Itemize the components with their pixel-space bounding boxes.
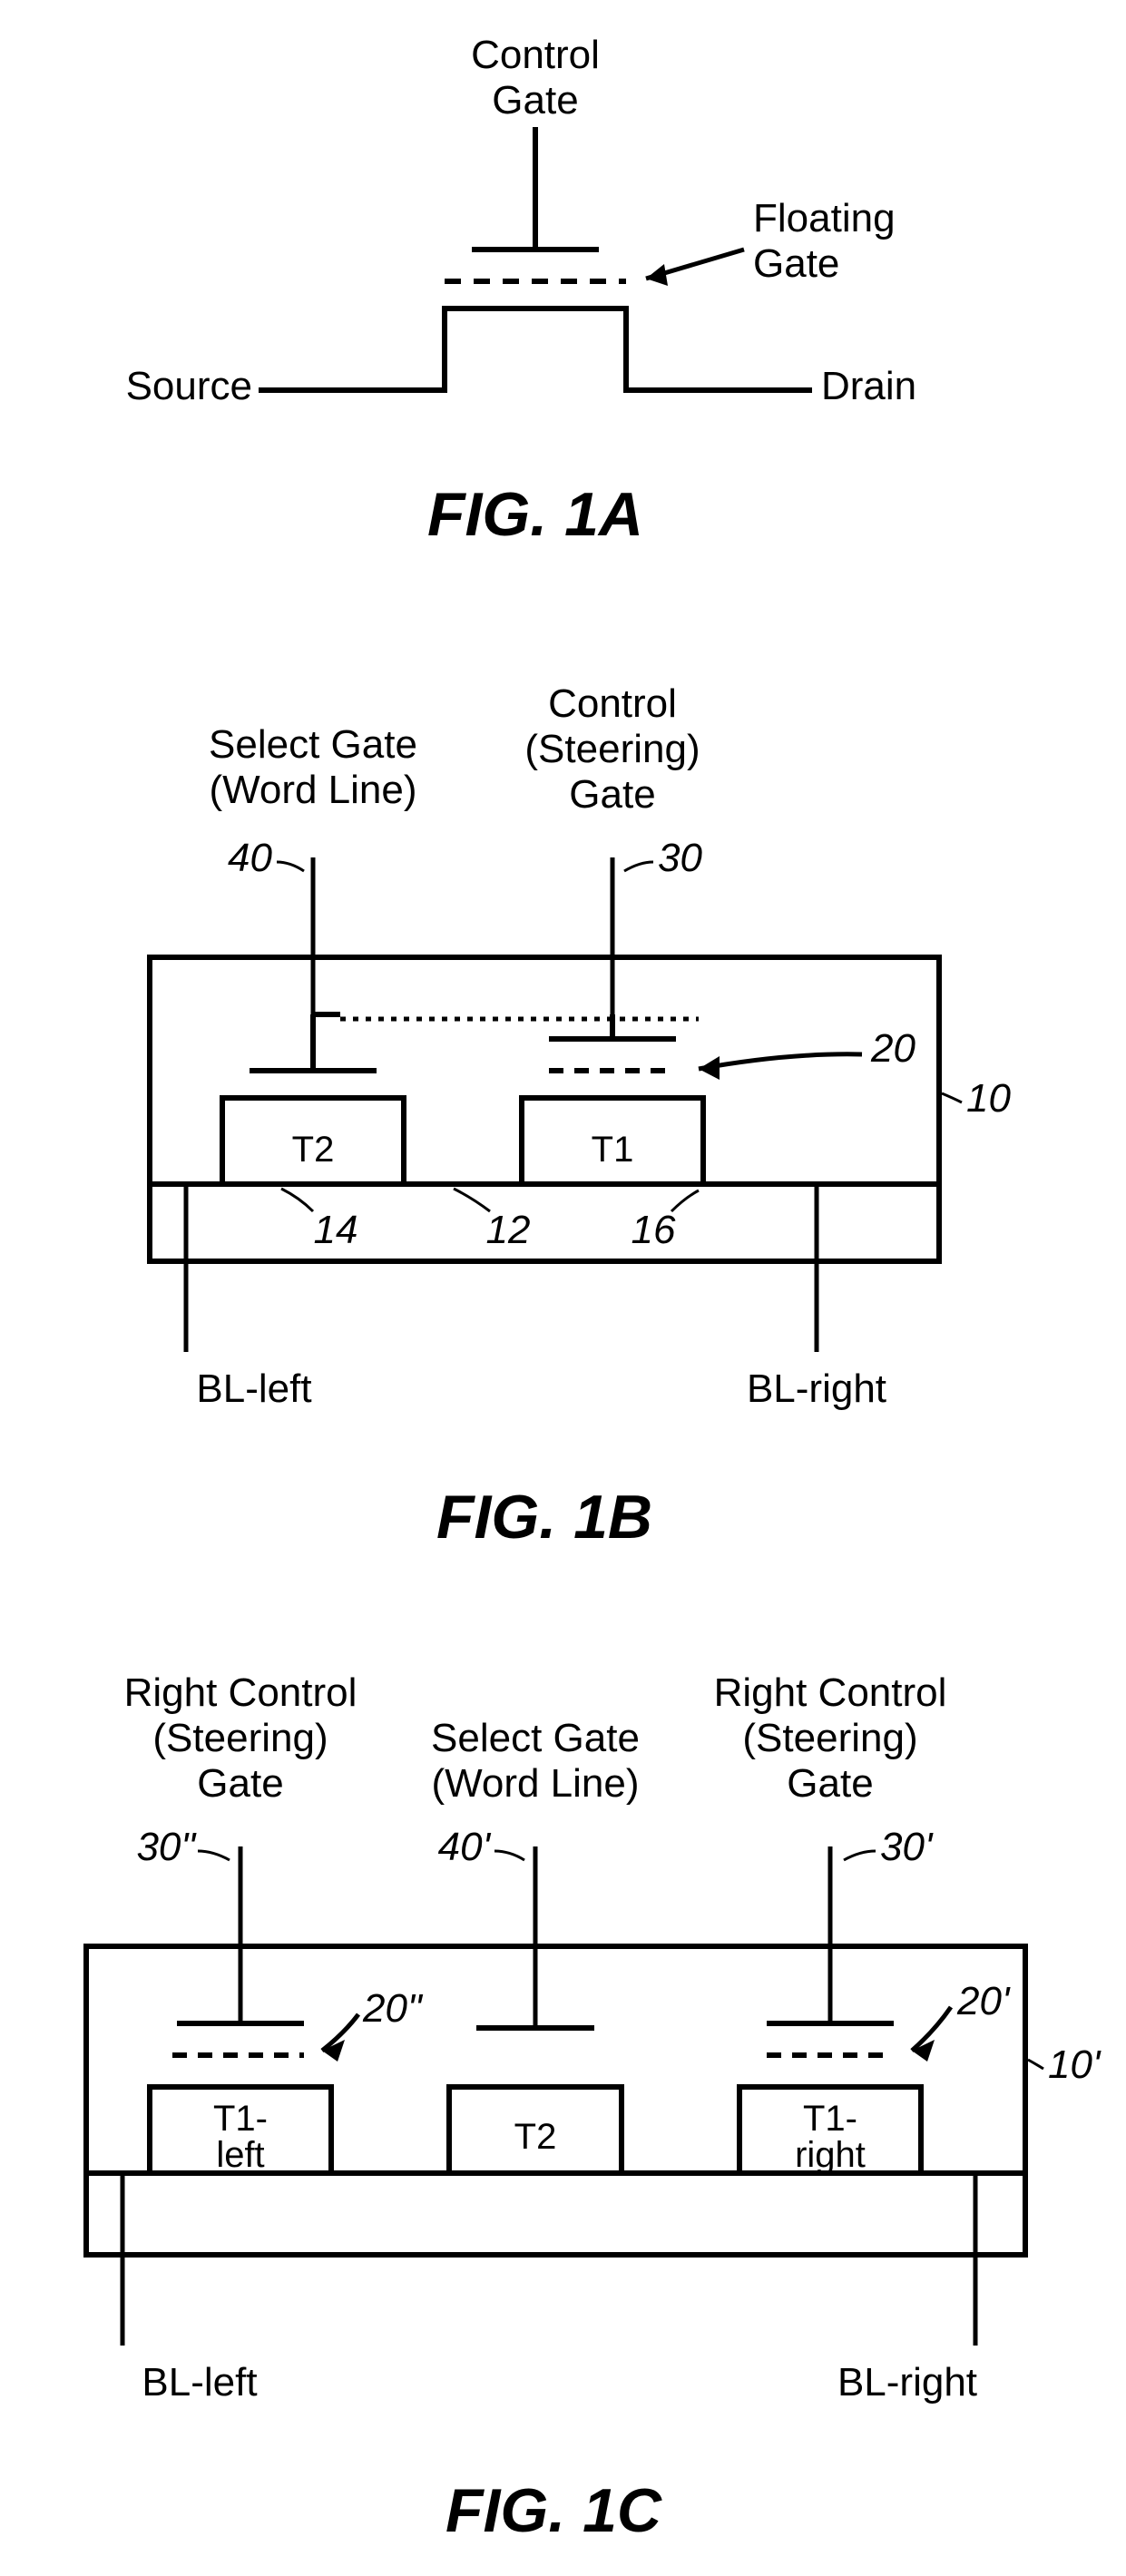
num-10: 10	[966, 1076, 1011, 1121]
label-t1r-l2: right	[795, 2135, 866, 2175]
label-rc-left-l1: Right Control	[124, 1670, 357, 1715]
fig1b-box	[150, 957, 939, 1261]
label-bl-left: BL-left	[142, 2360, 257, 2405]
num-30: 30	[658, 836, 702, 880]
label-floating-l1: Floating	[753, 196, 896, 240]
num-30pp: 30"	[136, 1825, 197, 1869]
label-select-l2: (Word Line)	[209, 768, 416, 812]
label-sel-l1: Select Gate	[431, 1716, 640, 1760]
label-select-l1: Select Gate	[209, 722, 417, 767]
label-sel-l2: (Word Line)	[431, 1761, 639, 1806]
num-20p: 20'	[956, 1979, 1011, 2023]
fig-1c-caption: FIG. 1C	[446, 2476, 662, 2545]
fig-1b: Select Gate (Word Line) Control (Steerin…	[150, 681, 1011, 1552]
label-t1r-l1: T1-	[803, 2099, 857, 2139]
label-rc-left-l3: Gate	[197, 1761, 283, 1806]
fig-1a-caption: FIG. 1A	[427, 480, 643, 549]
num-10p: 10'	[1048, 2042, 1102, 2087]
label-t1l-l1: T1-	[213, 2099, 268, 2139]
label-t1l-l2: left	[216, 2135, 264, 2175]
fig-1a: Control Gate Source Drain Floating Gate …	[126, 33, 917, 549]
label-rc-right-l1: Right Control	[714, 1670, 947, 1715]
label-bl-left: BL-left	[196, 1366, 311, 1411]
label-t2: T2	[514, 2117, 557, 2157]
label-control-l1: Control	[548, 681, 677, 726]
num-20pp: 20"	[362, 1986, 424, 2031]
num-40: 40	[228, 836, 272, 880]
label-rc-right-l3: Gate	[787, 1761, 873, 1806]
label-source: Source	[126, 364, 252, 408]
num-14: 14	[314, 1208, 358, 1252]
num-12: 12	[486, 1208, 531, 1252]
num-40p: 40'	[438, 1825, 492, 1869]
label-control-l3: Gate	[569, 772, 655, 817]
label-control-l2: (Steering)	[524, 727, 700, 771]
label-drain: Drain	[821, 364, 916, 408]
label-bl-right: BL-right	[837, 2360, 977, 2405]
label-floating-l2: Gate	[753, 241, 839, 286]
fig-1c: Right Control (Steering) Gate Select Gat…	[86, 1670, 1102, 2545]
label-rc-left-l2: (Steering)	[152, 1716, 328, 1760]
label-t2: T2	[292, 1130, 335, 1170]
label-t1: T1	[592, 1130, 634, 1170]
fig-1b-caption: FIG. 1B	[436, 1483, 652, 1552]
label-bl-right: BL-right	[747, 1366, 886, 1411]
label-control-gate-l2: Gate	[492, 78, 578, 122]
num-16: 16	[632, 1208, 676, 1252]
num-20: 20	[870, 1026, 915, 1071]
label-control-gate-l1: Control	[471, 33, 600, 77]
label-rc-right-l2: (Steering)	[742, 1716, 917, 1760]
num-30p: 30'	[880, 1825, 934, 1869]
diagram-canvas: Control Gate Source Drain Floating Gate …	[0, 0, 1126, 2576]
